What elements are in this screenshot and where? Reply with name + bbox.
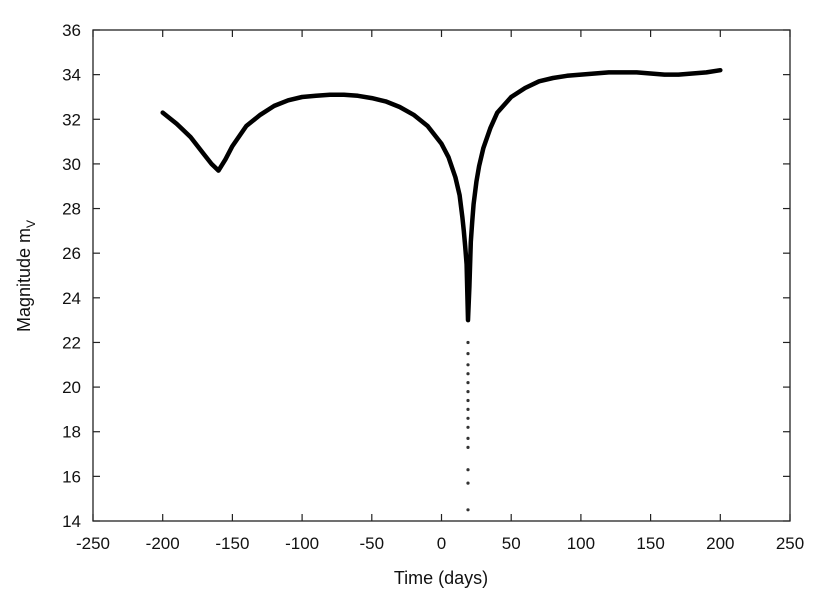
y-tick-label: 14 [62,512,81,531]
x-tick-label: -150 [215,534,249,553]
dip-point [466,390,470,394]
x-tick-label: 250 [776,534,804,553]
y-tick-label: 32 [62,110,81,129]
dip-point [466,436,470,440]
y-tick-label: 22 [62,333,81,352]
x-tick-label: 100 [567,534,595,553]
y-tick-label: 36 [62,21,81,40]
dip-point [466,445,470,449]
x-tick-label: 150 [636,534,664,553]
dip-point [466,481,470,485]
y-tick-label: 28 [62,200,81,219]
dip-point [466,372,470,376]
dip-point [466,398,470,403]
dip-point [466,416,470,420]
data-series [160,67,723,512]
x-tick-label: -200 [146,534,180,553]
x-tick-label: -50 [360,534,385,553]
dip-point [466,508,470,512]
plot-frame [92,29,791,522]
y-axis-title-main: Magnitude m [14,228,34,332]
y-axis-title: Magnitude mV [14,220,38,332]
y-tick-label: 26 [62,244,81,263]
y-axis-title-subscript: V [24,220,38,228]
dip-point [466,381,470,385]
x-tick-label: 200 [706,534,734,553]
y-tick-label: 18 [62,423,81,442]
y-tick-label: 24 [62,289,81,308]
dip-point [466,363,470,367]
dip-point [466,340,470,345]
dip-point [466,468,470,472]
y-tick-label: 20 [62,378,81,397]
y-tick-label: 34 [62,66,81,85]
x-tick-label: -100 [285,534,319,553]
dip-point [466,425,470,429]
dip-point [466,407,470,411]
x-tick-label: 50 [502,534,521,553]
y-tick-label: 16 [62,467,81,486]
x-axis: -250 -200 -150 -100 -50 0 50 100 150 200 250 [76,30,804,553]
magnitude-curve [160,67,723,323]
y-tick-label: 30 [62,155,81,174]
dip-point [466,352,470,356]
x-tick-label: 0 [437,534,446,553]
x-axis-title: Time (days) [394,568,488,588]
y-axis: 14 16 18 20 22 24 26 28 30 32 34 36 [62,21,790,531]
x-tick-label: -250 [76,534,110,553]
